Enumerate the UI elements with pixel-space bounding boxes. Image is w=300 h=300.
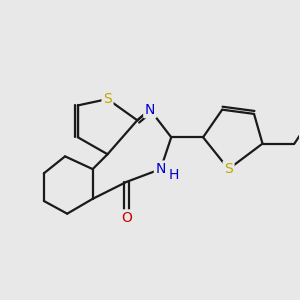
Text: N: N <box>155 162 166 176</box>
Text: S: S <box>103 92 112 106</box>
Text: N: N <box>145 103 155 117</box>
Text: H: H <box>169 169 179 182</box>
Text: S: S <box>224 162 233 176</box>
Text: O: O <box>121 211 132 225</box>
